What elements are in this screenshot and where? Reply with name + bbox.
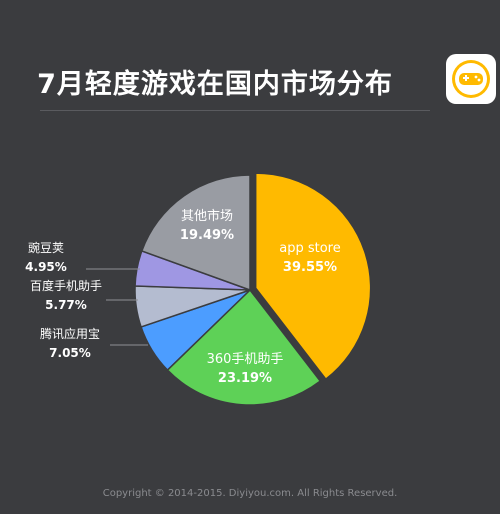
title-bar: 7月轻度游戏在国内市场分布 <box>0 48 500 120</box>
slice-value-app-store: 39.55% <box>283 260 337 275</box>
slice-value-other: 19.49% <box>180 228 234 243</box>
slice-label-other: 其他市场 <box>181 208 233 224</box>
title-divider <box>40 110 430 111</box>
slice-value-tencent: 7.05% <box>49 346 91 360</box>
slice-value-wandoujia: 4.95% <box>25 260 67 274</box>
slice-label-baidu: 百度手机助手 <box>30 278 102 293</box>
slice-value-360: 23.19% <box>218 371 272 386</box>
slice-label-app-store: app store <box>279 241 340 256</box>
pie-slice-360 <box>166 288 322 406</box>
pie-slice-app-store <box>254 172 372 381</box>
slice-label-360: 360手机助手 <box>207 352 284 367</box>
slice-label-tencent: 腾讯应用宝 <box>40 326 100 341</box>
slice-value-baidu: 5.77% <box>45 298 87 312</box>
chart-title: 7月轻度游戏在国内市场分布 <box>37 69 393 100</box>
pie-slice-other <box>140 174 251 292</box>
footer-copyright: Copyright © 2014-2015. Diyiyou.com. All … <box>102 488 398 499</box>
slice-label-wandoujia: 豌豆荚 <box>28 240 64 255</box>
gamepad-icon-graphic <box>452 60 490 98</box>
gamepad-icon <box>446 54 496 104</box>
